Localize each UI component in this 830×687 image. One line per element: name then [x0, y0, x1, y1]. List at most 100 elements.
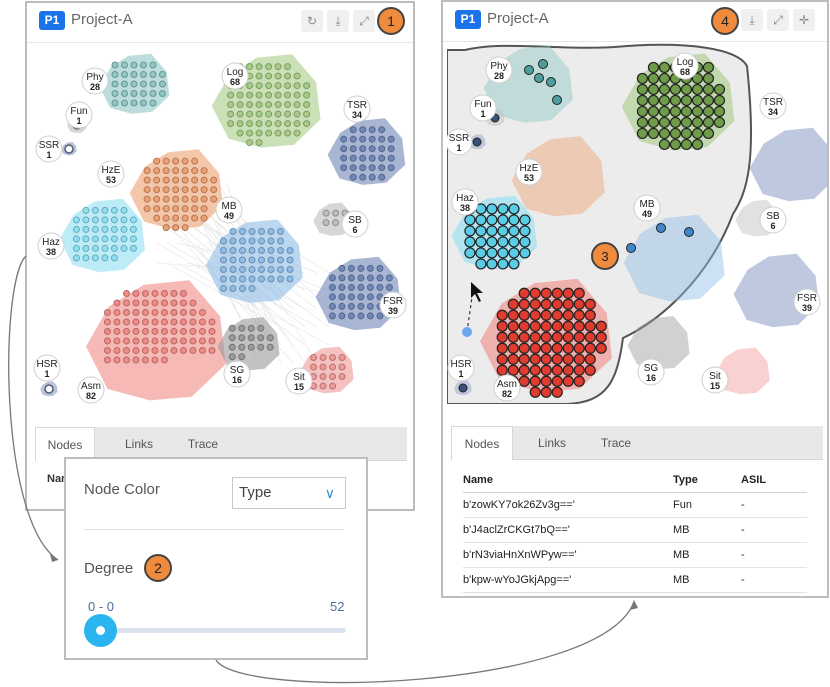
graph-node[interactable] — [691, 94, 704, 107]
tab-trace[interactable]: Trace — [600, 436, 632, 450]
graph-node[interactable] — [130, 89, 138, 97]
graph-node[interactable] — [179, 327, 187, 335]
graph-node[interactable] — [120, 235, 128, 243]
graph-node[interactable] — [91, 216, 99, 224]
graph-node[interactable] — [151, 308, 159, 316]
graph-node[interactable] — [496, 320, 508, 332]
graph-node[interactable] — [534, 73, 544, 83]
graph-node[interactable] — [519, 225, 531, 237]
graph-node[interactable] — [153, 167, 161, 175]
graph-node[interactable] — [189, 346, 197, 354]
graph-node[interactable] — [347, 312, 355, 320]
graph-node[interactable] — [110, 254, 118, 262]
graph-node[interactable] — [248, 228, 256, 235]
graph-node[interactable] — [349, 135, 357, 143]
graph-node[interactable] — [208, 346, 216, 354]
graph-node[interactable] — [359, 173, 367, 181]
graph-node[interactable] — [680, 116, 693, 129]
graph-node[interactable] — [82, 225, 90, 233]
graph-node[interactable] — [338, 354, 346, 362]
graph-node[interactable] — [151, 356, 159, 364]
graph-node[interactable] — [132, 356, 140, 364]
graph-node[interactable] — [486, 225, 498, 237]
graph-node[interactable] — [552, 95, 562, 105]
graph-node[interactable] — [562, 364, 574, 376]
graph-node[interactable] — [198, 346, 206, 354]
graph-node[interactable] — [562, 298, 574, 310]
graph-node[interactable] — [562, 331, 574, 343]
graph-node[interactable] — [265, 129, 273, 137]
graph-node[interactable] — [191, 205, 199, 213]
graph-node[interactable] — [122, 299, 130, 307]
graph-node[interactable] — [141, 308, 149, 316]
graph-node[interactable] — [691, 127, 704, 140]
graph-node[interactable] — [239, 247, 246, 254]
graph-node[interactable] — [366, 302, 374, 310]
graph-node[interactable] — [239, 285, 246, 292]
graph-node[interactable] — [160, 356, 168, 364]
graph-node[interactable] — [713, 94, 726, 107]
graph-node[interactable] — [160, 299, 168, 307]
graph-node[interactable] — [255, 91, 263, 99]
graph-node[interactable] — [132, 346, 140, 354]
graph-node[interactable] — [713, 116, 726, 129]
graph-node[interactable] — [141, 346, 149, 354]
graph-node[interactable] — [573, 364, 585, 376]
graph-node[interactable] — [191, 176, 199, 184]
graph-node[interactable] — [518, 287, 530, 299]
graph-node[interactable] — [141, 337, 149, 345]
graph-node[interactable] — [64, 144, 74, 154]
graph-node[interactable] — [338, 302, 346, 310]
graph-node[interactable] — [189, 327, 197, 335]
graph-node[interactable] — [338, 363, 346, 371]
graph-node[interactable] — [518, 309, 530, 321]
graph-node[interactable] — [266, 334, 274, 342]
graph-node[interactable] — [130, 61, 138, 69]
graph-node[interactable] — [508, 225, 520, 237]
graph-node[interactable] — [208, 318, 216, 326]
graph-node[interactable] — [274, 63, 282, 71]
graph-node[interactable] — [200, 205, 208, 213]
graph-node[interactable] — [274, 72, 282, 80]
graph-node[interactable] — [181, 224, 189, 232]
graph-node[interactable] — [584, 364, 596, 376]
graph-node[interactable] — [110, 235, 118, 243]
graph-node[interactable] — [113, 299, 121, 307]
graph-node[interactable] — [458, 383, 468, 393]
graph-node[interactable] — [113, 308, 121, 316]
graph-node[interactable] — [647, 61, 660, 74]
graph-node[interactable] — [229, 256, 237, 264]
graph-node[interactable] — [141, 356, 149, 364]
graph-node[interactable] — [160, 327, 168, 335]
graph-node[interactable] — [595, 342, 607, 354]
graph-node[interactable] — [551, 298, 563, 310]
graph-node[interactable] — [524, 65, 534, 75]
graph-node[interactable] — [540, 320, 552, 332]
graph-node[interactable] — [691, 138, 704, 151]
graph-node[interactable] — [702, 61, 715, 74]
graph-node[interactable] — [103, 346, 111, 354]
graph-node[interactable] — [239, 228, 246, 235]
graph-node[interactable] — [162, 157, 170, 165]
graph-node[interactable] — [238, 343, 246, 351]
graph-node[interactable] — [139, 70, 147, 78]
tab-trace[interactable]: Trace — [187, 437, 219, 451]
graph-node[interactable] — [238, 334, 246, 342]
graph-node[interactable] — [497, 247, 509, 259]
graph-node[interactable] — [120, 61, 128, 69]
graph-node[interactable] — [267, 228, 275, 235]
graph-node[interactable] — [181, 205, 189, 213]
table-row[interactable]: b'zowKY7ok26Zv3g==' Fun - — [463, 492, 807, 518]
graph-node[interactable] — [111, 80, 119, 88]
graph-node[interactable] — [110, 225, 118, 233]
graph-node[interactable] — [267, 275, 275, 283]
graph-node[interactable] — [274, 129, 282, 137]
graph-node[interactable] — [44, 384, 54, 394]
graph-node[interactable] — [257, 343, 265, 351]
